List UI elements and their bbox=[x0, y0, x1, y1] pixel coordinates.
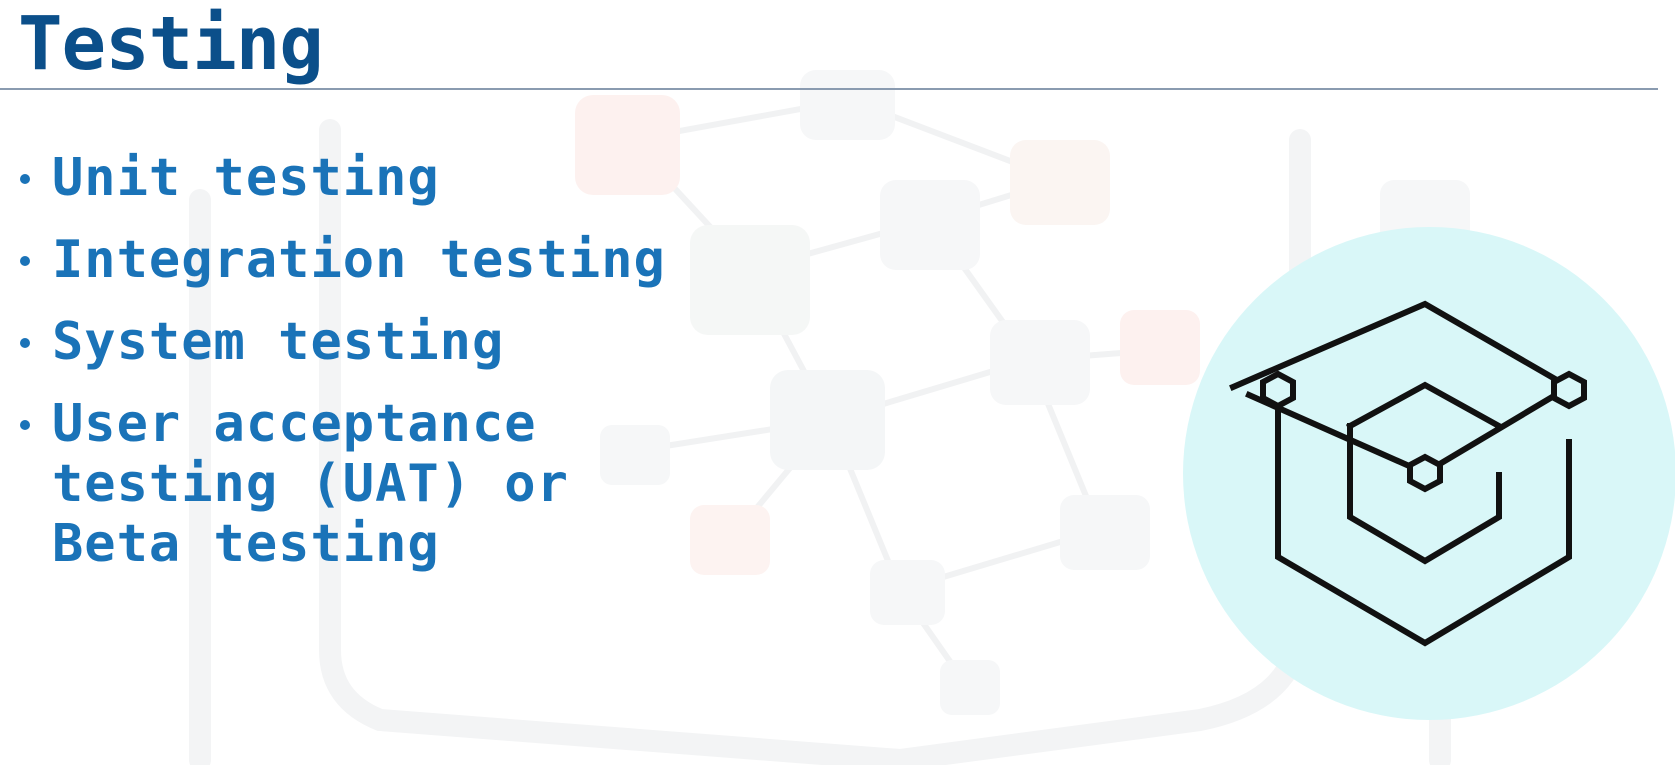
nested-cube-icon bbox=[1229, 300, 1587, 647]
bullet-dot bbox=[20, 256, 30, 266]
bullet-dot bbox=[20, 420, 30, 430]
bullet-text: System testing bbox=[52, 312, 505, 372]
bullet-item: User acceptance testing (UAT) or Beta te… bbox=[14, 394, 774, 574]
bullet-dot bbox=[20, 174, 30, 184]
title-divider bbox=[0, 88, 1658, 90]
emblem-circle bbox=[1183, 227, 1675, 720]
bullet-text: Unit testing bbox=[52, 148, 440, 208]
bullet-item: System testing bbox=[14, 312, 774, 372]
bullet-text: Integration testing bbox=[52, 230, 666, 290]
slide-title: Testing bbox=[18, 1, 324, 87]
bullet-text: User acceptance testing (UAT) or Beta te… bbox=[52, 394, 569, 574]
bullet-item: Integration testing bbox=[14, 230, 774, 290]
bullet-item: Unit testing bbox=[14, 148, 774, 208]
bullet-dot bbox=[20, 338, 30, 348]
bullet-list: Unit testing Integration testing System … bbox=[14, 148, 774, 596]
